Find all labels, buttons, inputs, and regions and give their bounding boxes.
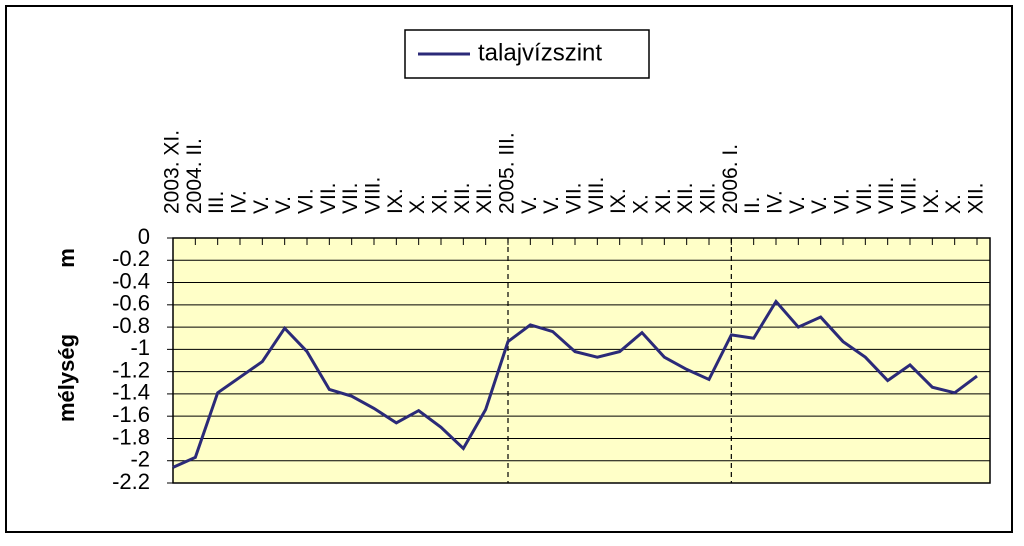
y-tick-label: -2.2 xyxy=(112,469,150,494)
legend-label: talajvízszint xyxy=(478,39,602,66)
x-tick-label: VIII. xyxy=(898,177,921,214)
x-tick-label: VIII. xyxy=(875,177,898,214)
x-tick-label: XII. xyxy=(451,182,474,214)
y-unit: m xyxy=(54,248,79,268)
x-tick-label: VI. xyxy=(295,188,318,214)
x-tick-label: 2004. II. xyxy=(183,138,206,214)
y-tick-label: -1.6 xyxy=(112,402,150,427)
x-tick-label: VII. xyxy=(339,182,362,214)
x-tick-label: 2005. III. xyxy=(496,132,519,214)
x-tick-label: XII. xyxy=(473,182,496,214)
y-tick-label: -2 xyxy=(130,447,150,472)
x-tick-label: VII. xyxy=(317,182,340,214)
x-tick-label: V. xyxy=(540,196,563,214)
y-tick-label: -1.8 xyxy=(112,424,150,449)
y-tick-label: -1.4 xyxy=(112,380,150,405)
x-tick-label: XI. xyxy=(652,188,675,214)
x-tick-label: X. xyxy=(942,194,965,214)
x-tick-label: III. xyxy=(205,191,228,214)
x-tick-label: V. xyxy=(272,196,295,214)
x-tick-label: VIII. xyxy=(585,177,608,214)
y-tick-label: -1.2 xyxy=(112,357,150,382)
x-tick-label: II. xyxy=(741,196,764,214)
x-tick-label: VII. xyxy=(853,182,876,214)
x-tick-label: X. xyxy=(406,194,429,214)
x-tick-label: VI. xyxy=(831,188,854,214)
x-tick-label: VII. xyxy=(563,182,586,214)
x-tick-label: XII. xyxy=(965,182,988,214)
x-tick-label: V. xyxy=(250,196,273,214)
x-tick-label: XII. xyxy=(674,182,697,214)
x-tick-label: IV. xyxy=(228,190,251,214)
x-tick-label: VIII. xyxy=(362,177,385,214)
x-tick-label: 2003. XI. xyxy=(161,130,184,214)
x-tick-label: X. xyxy=(630,194,653,214)
y-tick-label: -1 xyxy=(130,335,150,360)
x-tick-label: XII. xyxy=(697,182,720,214)
x-tick-label: XI. xyxy=(429,188,452,214)
y-axis-title: mélység xyxy=(54,334,79,422)
x-tick-label: IX. xyxy=(920,188,943,214)
y-tick-label: -0.6 xyxy=(112,291,150,316)
x-tick-label: IV. xyxy=(764,190,787,214)
x-tick-label: V. xyxy=(518,196,541,214)
x-tick-label: IX. xyxy=(607,188,630,214)
y-tick-label: -0.2 xyxy=(112,246,150,271)
y-tick-label: 0 xyxy=(138,224,150,249)
y-tick-label: -0.4 xyxy=(112,268,150,293)
x-tick-label: V. xyxy=(786,196,809,214)
x-tick-label: IX. xyxy=(384,188,407,214)
y-tick-label: -0.8 xyxy=(112,313,150,338)
x-tick-label: 2006. I. xyxy=(719,144,742,214)
data-line xyxy=(172,298,978,469)
x-tick-label: V. xyxy=(808,196,831,214)
